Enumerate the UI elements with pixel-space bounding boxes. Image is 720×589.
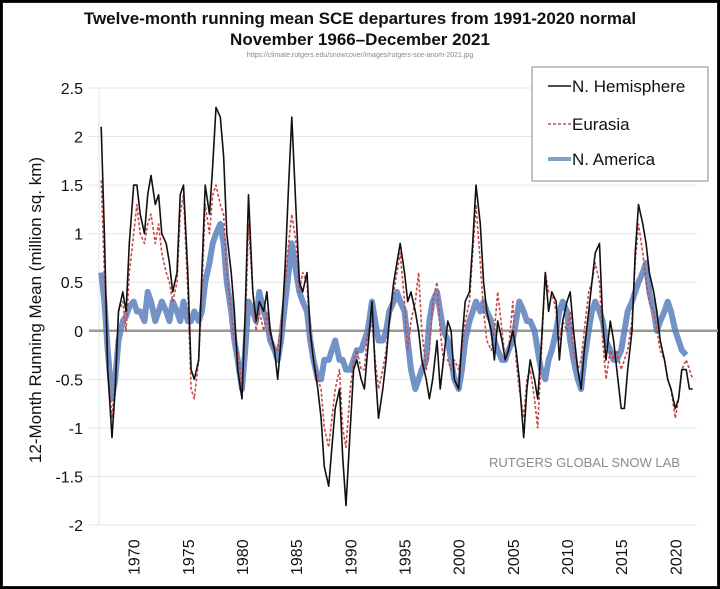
legend-label-n-hemisphere: N. Hemisphere <box>572 77 685 96</box>
legend-label-n-america: N. America <box>572 150 656 169</box>
series-lines <box>98 106 694 507</box>
y-tick-label: -0.5 <box>55 372 83 389</box>
y-tick-labels: 2.5 2 1.5 1 0.5 0 -0.5 -1 -1.5 -2 <box>55 81 83 535</box>
y-tick-label: -1 <box>69 421 83 438</box>
watermark: RUTGERS GLOBAL SNOW LAB <box>489 455 680 470</box>
legend: N. Hemisphere Eurasia N. America <box>531 66 709 182</box>
x-tick-label: 1995 <box>398 539 415 575</box>
y-tick-label: 0.5 <box>61 275 83 292</box>
x-tick-label: 1975 <box>181 539 198 575</box>
x-tick-label: 1970 <box>127 539 144 575</box>
source-url: https://climate.rutgers.edu/snowcover/im… <box>246 52 474 59</box>
x-tick-labels: 1970 1975 1980 1985 1990 1995 2000 2005 2010 2015… <box>127 539 686 575</box>
chart-subtitle: November 1966–December 2021 <box>230 30 490 49</box>
series-line-n-hemisphere <box>100 106 693 507</box>
y-axis-label: 12-Month Running Mean (million sq. km) <box>26 157 45 463</box>
y-tick-label: 1 <box>74 227 83 244</box>
legend-label-eurasia: Eurasia <box>572 115 630 134</box>
x-tick-label: 1980 <box>235 539 252 575</box>
y-tick-label: 2 <box>74 130 83 147</box>
y-tick-label: -2 <box>69 518 83 535</box>
x-tick-label: 2005 <box>506 539 523 575</box>
x-tick-label: 1985 <box>289 539 306 575</box>
x-tick-label: 1990 <box>343 539 360 575</box>
y-tick-label: 0 <box>74 324 83 341</box>
x-tick-label: 2015 <box>614 539 631 575</box>
y-tick-label: -1.5 <box>55 469 83 486</box>
x-tick-label: 2000 <box>452 539 469 575</box>
y-tick-label: 2.5 <box>61 81 83 98</box>
x-tick-label: 2020 <box>668 539 685 575</box>
series-line-n-america <box>98 221 689 402</box>
chart-title: Twelve-month running mean SCE departures… <box>83 9 637 28</box>
x-tick-label: 2010 <box>560 539 577 575</box>
y-tick-label: 1.5 <box>61 178 83 195</box>
